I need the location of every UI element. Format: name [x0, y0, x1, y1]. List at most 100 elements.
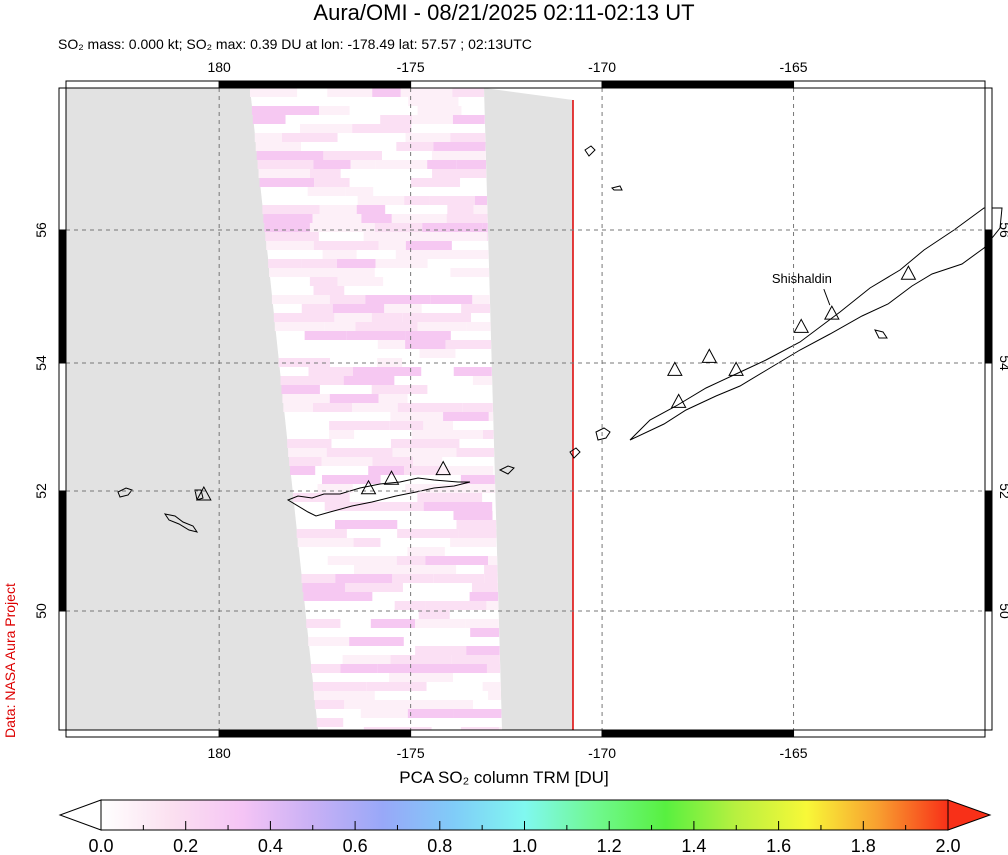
so2-pixel: [404, 466, 440, 475]
so2-pixel: [462, 403, 493, 412]
so2-pixel: [323, 151, 383, 160]
so2-pixel: [488, 556, 498, 565]
so2-pixel: [418, 610, 450, 619]
so2-pixel: [377, 340, 406, 349]
so2-pixel: [309, 268, 375, 277]
so2-pixel: [340, 664, 378, 673]
so2-pixel: [473, 205, 488, 214]
so2-pixel: [329, 295, 366, 304]
colorbar-tick-label: 1.2: [597, 836, 622, 855]
volcano-icon: [701, 348, 718, 363]
so2-pixel: [400, 88, 453, 97]
so2-pixel: [413, 457, 443, 466]
volcano-icon: [728, 361, 744, 376]
so2-pixel: [405, 484, 442, 493]
so2-pixel: [332, 304, 385, 313]
so2-pixel: [390, 439, 460, 448]
so2-pixel: [312, 682, 367, 691]
so2-pixel: [344, 700, 411, 709]
so2-pixel: [412, 115, 453, 124]
so2-pixel: [390, 412, 444, 421]
so2-pixel: [488, 412, 494, 421]
so2-pixel: [395, 250, 464, 259]
so2-pixel: [334, 313, 372, 322]
so2-pixel: [460, 475, 495, 484]
so2-pixel: [322, 475, 381, 484]
so2-pixel: [377, 664, 432, 673]
so2-pixel: [287, 439, 332, 448]
so2-pixel: [329, 430, 355, 439]
lon-tick-label-bottom: -170: [588, 745, 616, 761]
so2-pixel: [271, 295, 330, 304]
so2-pixel: [262, 205, 320, 214]
volcano-icon: [793, 318, 810, 333]
frame-bar-top: [65, 80, 220, 89]
so2-pixel: [283, 403, 313, 412]
so2-pixel: [296, 529, 347, 538]
frame-bar-bottom: [793, 729, 986, 738]
so2-pixel: [319, 205, 357, 214]
coastline: [629, 207, 1003, 441]
so2-pixel: [322, 250, 357, 259]
volcano-icon: [667, 361, 683, 376]
so2-pixel: [266, 241, 314, 250]
volcano-icon: [900, 265, 917, 280]
so2-pixel: [352, 403, 398, 412]
colorbar-tick-label: 0.4: [258, 836, 283, 855]
so2-pixel: [345, 187, 374, 196]
so2-pixel: [264, 223, 310, 232]
map-subtitle: SO₂ mass: 0.000 kt; SO₂ max: 0.39 DU at …: [58, 36, 532, 52]
so2-pixel: [396, 142, 434, 151]
so2-pixel: [280, 376, 344, 385]
so2-pixel: [316, 718, 344, 727]
volcano-label: Shishaldin: [772, 271, 832, 286]
so2-pixel: [268, 259, 302, 268]
so2-pixel: [317, 484, 353, 493]
coastline: [874, 329, 888, 339]
so2-pixel: [368, 466, 405, 475]
so2-pixel: [308, 637, 350, 646]
lat-tick-label-right: 56: [997, 222, 1008, 238]
so2-pixel: [439, 466, 494, 475]
colorbar-tick-label: 0.8: [427, 836, 452, 855]
so2-pixel: [488, 691, 501, 700]
so2-pixel: [361, 214, 392, 223]
colorbar-title: PCA SO₂ column TRM [DU]: [399, 768, 609, 787]
coastline: [117, 487, 133, 498]
so2-pixel: [274, 322, 325, 331]
so2-pixel: [472, 376, 493, 385]
frame-bar-left: [58, 610, 67, 731]
so2-pixel: [329, 421, 390, 430]
lon-tick-label-top: -175: [397, 59, 425, 75]
so2-pixel: [251, 106, 320, 115]
so2-pixel: [269, 268, 310, 277]
so2-pixel: [336, 259, 376, 268]
so2-pixel: [433, 142, 486, 151]
so2-pixel: [265, 232, 319, 241]
so2-pixel: [366, 682, 427, 691]
so2-pixel: [311, 664, 341, 673]
so2-pixel: [309, 223, 375, 232]
so2-pixel: [394, 601, 426, 610]
so2-pixel: [281, 133, 338, 142]
so2-pixel: [432, 169, 487, 178]
so2-pixel: [313, 691, 375, 700]
so2-pixel: [327, 556, 358, 565]
so2-pixel: [301, 259, 337, 268]
colorbar-over-arrow: [947, 799, 992, 831]
so2-pixel: [342, 655, 391, 664]
so2-pixel: [438, 430, 483, 439]
so2-pixel: [360, 709, 408, 718]
colorbar-tick-label: 2.0: [935, 836, 960, 855]
map-frame: [58, 80, 993, 738]
so2-pixel: [257, 160, 314, 169]
so2-pixel: [405, 340, 446, 349]
lat-tick-label-left: 52: [33, 483, 49, 499]
frame-bar-top: [793, 80, 986, 89]
so2-pixel: [453, 367, 492, 376]
so2-pixel: [349, 637, 404, 646]
so2-pixel: [356, 205, 386, 214]
so2-pixel: [402, 313, 472, 322]
so2-pixel: [429, 196, 475, 205]
so2-pixel: [263, 214, 313, 223]
